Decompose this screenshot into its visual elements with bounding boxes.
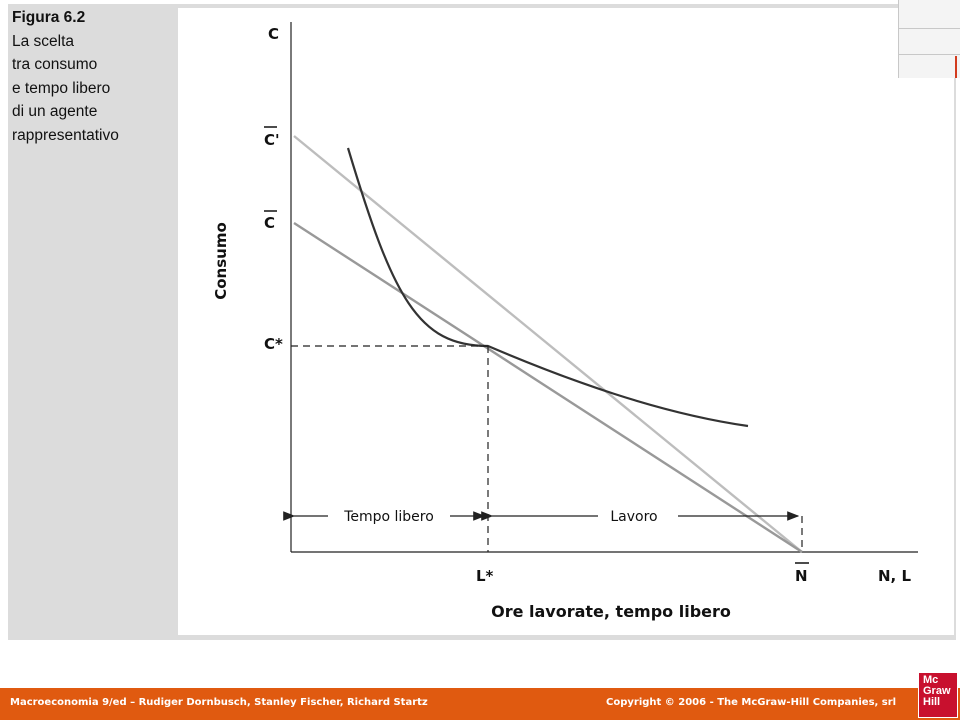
consumption-leisure-diagram: Tempo libero Lavoro C C' C C* Consumo L*… <box>212 22 918 621</box>
logo-line: Hill <box>923 696 941 708</box>
budget-line-high <box>293 135 803 553</box>
caption-line: tra consumo <box>12 56 98 73</box>
footer-copyright: Copyright © 2006 - The McGraw-Hill Compa… <box>606 697 897 708</box>
caption-line: rappresentativo <box>12 126 119 144</box>
caption-line: La scelta <box>12 32 75 50</box>
y-axis-top-label: C <box>268 25 279 43</box>
c-bar-label: C <box>264 214 275 232</box>
x-axis-title: Ore lavorate, tempo libero <box>491 602 731 621</box>
caption-line: e tempo libero <box>12 79 111 97</box>
figure-title: Figura 6.2 <box>12 9 86 26</box>
figure-caption: Figura 6.2 La scelta tra consumo e tempo… <box>12 6 172 147</box>
footer-book-credit: Macroeconomia 9/ed – Rudiger Dornbusch, … <box>10 697 428 708</box>
x-axis-end-label: N, L <box>878 567 911 585</box>
logo-line: Mc <box>923 674 939 686</box>
n-bar-label: N <box>795 567 808 585</box>
y-axis-title: Consumo <box>212 222 230 300</box>
tempo-libero-label: Tempo libero <box>343 509 434 525</box>
c-prime-label: C' <box>264 131 280 149</box>
figure-panel: Tempo libero Lavoro C C' C C* Consumo L*… <box>178 8 954 635</box>
logo-line: Graw <box>923 685 951 697</box>
indifference-curve <box>346 147 749 428</box>
footer-bar: Macroeconomia 9/ed – Rudiger Dornbusch, … <box>0 688 960 720</box>
c-star-label: C* <box>264 335 283 353</box>
mcgraw-hill-logo: Mc Graw Hill <box>918 672 958 718</box>
l-star-label: L* <box>476 567 494 585</box>
budget-line-low <box>293 221 803 554</box>
lavoro-label: Lavoro <box>610 509 657 525</box>
window-edge-strip <box>898 0 960 78</box>
caption-line: di un agente <box>12 103 98 120</box>
